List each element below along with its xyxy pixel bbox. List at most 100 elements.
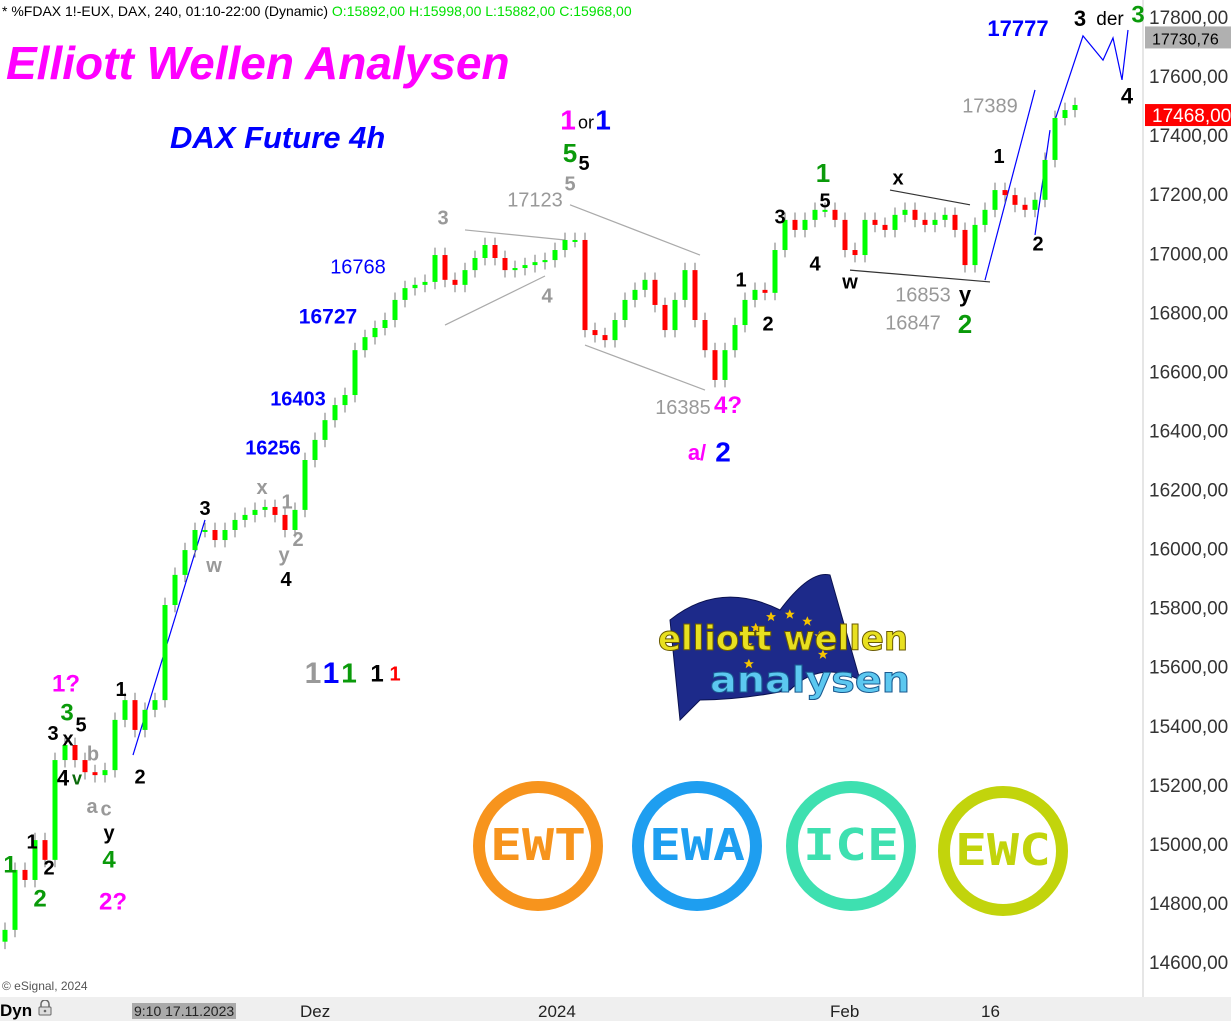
wave-label: a/	[688, 440, 706, 465]
wave-label: 4	[541, 285, 553, 307]
candle	[962, 229, 968, 266]
wave-label: 5	[819, 190, 830, 212]
candle	[562, 239, 568, 251]
trend-line	[984, 89, 1036, 281]
candle	[62, 744, 68, 761]
candle	[712, 350, 718, 380]
candle	[192, 529, 198, 551]
candle	[172, 574, 178, 606]
candle	[82, 760, 88, 773]
price-tick-label: 16200,00	[1149, 481, 1228, 502]
candle	[92, 772, 98, 776]
wave-label: w	[841, 271, 858, 293]
wave-label: 2	[134, 766, 145, 788]
dynamic-mode-label[interactable]: Dyn	[0, 1001, 33, 1020]
wave-label: c	[100, 798, 111, 820]
price-tick-label: 16800,00	[1149, 303, 1228, 324]
badge-ewt-logo	[473, 781, 603, 911]
candle	[1042, 159, 1048, 200]
wave-label: v	[72, 769, 82, 789]
time-axis[interactable]: Dyn 9:10 17.11.2023 Dez 2024 Feb 16	[0, 997, 1231, 1021]
candle	[692, 270, 698, 321]
price-tick-label: 17000,00	[1149, 244, 1228, 265]
badge-label: ICE	[803, 820, 899, 871]
wave-label: 3	[1074, 6, 1086, 31]
candle	[842, 219, 848, 251]
lock-icon[interactable]	[38, 1000, 52, 1016]
wave-label: 1	[305, 657, 322, 690]
time-label: Feb	[830, 1002, 860, 1021]
wave-label: 16727	[299, 305, 357, 328]
candle	[242, 514, 248, 520]
candle	[622, 299, 628, 321]
candle	[22, 869, 28, 880]
candle	[362, 337, 368, 351]
cursor-time-label: 9:10 17.11.2023	[132, 1003, 237, 1019]
badge-label: EWT	[490, 820, 586, 871]
candle	[302, 460, 308, 510]
wave-label: x	[256, 477, 267, 499]
star-icon	[743, 658, 754, 669]
candle	[572, 239, 578, 242]
candle	[652, 279, 658, 305]
wave-label: 2	[292, 529, 303, 551]
candle	[292, 509, 298, 530]
time-label: 2024	[538, 1002, 576, 1021]
candle	[422, 281, 428, 285]
candle	[582, 239, 588, 331]
candle	[162, 605, 168, 701]
candle	[252, 509, 258, 515]
logo-text: analysen	[710, 660, 910, 701]
candle	[512, 268, 518, 271]
price-marker	[1145, 104, 1231, 127]
candle	[12, 869, 18, 930]
candle	[732, 325, 738, 351]
eu-flag-logo	[669, 573, 861, 722]
wave-label: 2?	[99, 888, 127, 915]
price-tick-label: 16600,00	[1149, 362, 1228, 383]
candle	[402, 288, 408, 300]
star-icon	[814, 630, 825, 641]
price-tick-label: 15000,00	[1149, 835, 1228, 856]
wave-label: 1	[341, 657, 357, 688]
candle	[902, 209, 908, 215]
price-tick-label: 16000,00	[1149, 540, 1228, 561]
wave-label: 17389	[962, 95, 1018, 117]
price-tick-label: 15400,00	[1149, 717, 1228, 738]
badge-ewc-logo	[938, 786, 1068, 916]
wave-label: 5	[563, 138, 577, 168]
price-marker	[1145, 26, 1231, 49]
candle	[322, 420, 328, 440]
candle	[922, 219, 928, 225]
candle	[182, 550, 188, 575]
trend-line	[464, 229, 566, 241]
price-tick-label: 14800,00	[1149, 894, 1228, 915]
candle	[472, 257, 478, 271]
candle	[502, 257, 508, 271]
star-icon	[750, 622, 761, 633]
candle	[662, 304, 668, 331]
candle	[392, 299, 398, 321]
chart-subtitle: DAX Future 4h	[170, 120, 386, 155]
candle	[102, 770, 108, 776]
candle	[342, 395, 348, 406]
price-tick-label: 17800,00	[1149, 8, 1228, 29]
wave-label: 16385	[655, 397, 711, 419]
price-tick-label: 17400,00	[1149, 126, 1228, 147]
candle	[72, 744, 78, 761]
wave-label: 3	[774, 206, 785, 228]
candle	[532, 262, 538, 266]
candle	[42, 840, 48, 860]
candle	[982, 209, 988, 225]
wave-label: 2	[715, 436, 731, 467]
candle	[612, 320, 618, 341]
candle	[152, 700, 158, 710]
candle	[952, 214, 958, 230]
wave-label: 3	[199, 498, 210, 520]
trend-line	[889, 189, 971, 206]
wave-label: b	[87, 743, 99, 765]
candle	[632, 289, 638, 300]
wave-label: 2	[762, 313, 773, 335]
